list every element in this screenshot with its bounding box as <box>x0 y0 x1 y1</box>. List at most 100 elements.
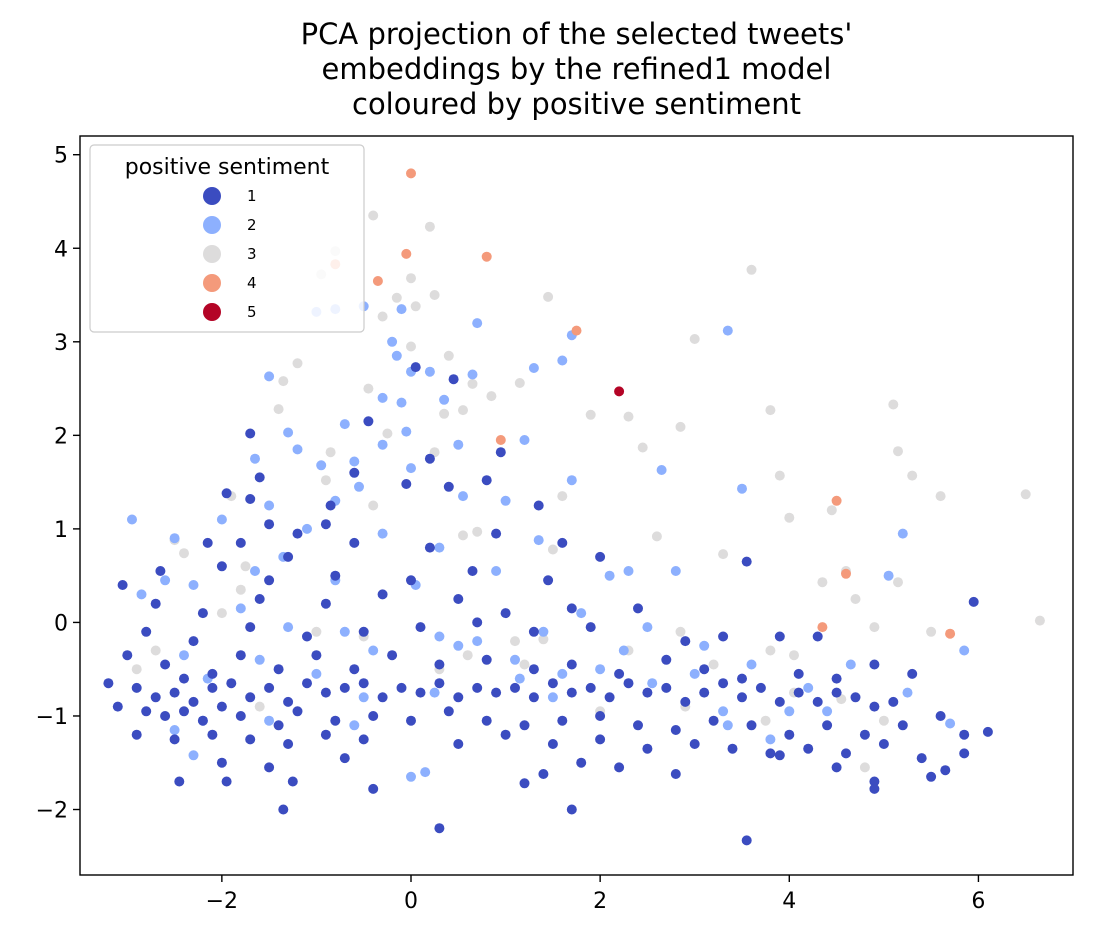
data-point-1 <box>500 608 511 619</box>
data-point-1 <box>320 729 331 740</box>
data-point-1 <box>339 682 350 693</box>
data-point-2 <box>179 650 189 661</box>
chart-title: PCA projection of the selected tweets'em… <box>301 17 853 121</box>
data-point-1 <box>727 743 738 754</box>
data-point-1 <box>614 762 625 773</box>
data-point-4 <box>841 568 851 579</box>
data-point-2 <box>528 363 539 373</box>
data-point-3 <box>760 715 771 726</box>
data-point-1 <box>283 739 294 749</box>
data-point-2 <box>396 304 407 315</box>
data-point-3 <box>888 399 899 410</box>
data-point-2 <box>722 325 733 336</box>
data-point-3 <box>907 470 918 481</box>
data-point-1 <box>481 715 492 726</box>
legend-label-1: 1 <box>247 187 257 205</box>
data-point-1 <box>216 701 227 712</box>
data-point-2 <box>642 622 653 633</box>
data-point-3 <box>472 526 483 537</box>
data-point-1 <box>302 631 312 642</box>
data-point-1 <box>566 603 577 614</box>
data-point-1 <box>358 734 369 745</box>
data-point-2 <box>647 678 658 689</box>
data-point-1 <box>443 481 454 492</box>
data-point-1 <box>358 678 369 689</box>
data-point-2 <box>491 566 502 576</box>
data-point-1 <box>410 362 421 373</box>
data-point-1 <box>174 776 185 787</box>
x-tick-label: 0 <box>404 889 418 914</box>
data-point-3 <box>458 405 468 416</box>
data-point-3 <box>765 645 776 656</box>
data-point-1 <box>112 701 123 712</box>
x-tick-label: 6 <box>971 889 985 914</box>
data-point-1 <box>368 783 379 794</box>
data-point-4 <box>831 495 842 506</box>
data-point-2 <box>396 397 407 408</box>
data-point-1 <box>831 762 842 773</box>
data-point-1 <box>245 734 256 745</box>
data-point-2 <box>746 659 757 670</box>
data-point-1 <box>287 776 298 787</box>
data-point-2 <box>250 566 260 576</box>
data-point-2 <box>902 687 913 698</box>
data-point-1 <box>614 668 625 679</box>
data-point-2 <box>377 528 388 539</box>
data-point-1 <box>264 575 275 586</box>
y-tick-label: 5 <box>54 144 68 169</box>
data-point-1 <box>907 668 918 679</box>
data-point-2 <box>216 514 227 525</box>
data-point-2 <box>514 673 525 684</box>
data-point-2 <box>467 369 478 380</box>
data-point-3 <box>216 608 227 619</box>
data-point-1 <box>131 682 142 693</box>
data-point-2 <box>718 706 729 717</box>
data-point-1 <box>897 720 908 731</box>
data-point-5 <box>614 386 625 397</box>
data-point-1 <box>349 664 360 675</box>
data-point-1 <box>415 622 426 633</box>
data-point-2 <box>604 570 615 581</box>
data-point-2 <box>264 371 275 382</box>
data-point-2 <box>264 500 275 511</box>
data-point-2 <box>316 460 327 471</box>
data-point-3 <box>443 350 454 361</box>
data-point-2 <box>472 636 483 647</box>
data-point-1 <box>221 488 232 499</box>
data-point-4 <box>406 168 416 179</box>
data-point-3 <box>774 470 785 481</box>
data-point-3 <box>893 577 903 588</box>
data-point-2 <box>618 645 629 656</box>
data-point-1 <box>179 706 189 717</box>
data-point-3 <box>519 659 530 670</box>
y-tick-label: −2 <box>36 799 68 824</box>
data-point-3 <box>718 549 729 560</box>
data-point-1 <box>302 678 312 689</box>
data-point-3 <box>467 378 478 389</box>
data-point-1 <box>377 589 388 600</box>
data-point-3 <box>1034 615 1045 626</box>
data-point-2 <box>387 336 398 347</box>
y-tick-label: 2 <box>54 424 68 449</box>
data-point-1 <box>689 739 700 749</box>
data-point-3 <box>424 221 435 232</box>
data-point-1 <box>207 668 218 679</box>
data-point-1 <box>841 748 851 759</box>
legend: positive sentiment 1 2 3 4 5 <box>89 144 365 333</box>
data-point-1 <box>812 696 823 707</box>
data-point-2 <box>576 608 587 619</box>
data-point-3 <box>486 391 497 402</box>
data-point-2 <box>533 535 544 546</box>
data-point-4 <box>571 325 582 336</box>
y-axis: −2 −1 0 1 2 3 4 5 <box>36 144 80 824</box>
data-point-2 <box>406 463 416 474</box>
data-point-3 <box>439 408 450 419</box>
data-point-1 <box>363 416 374 427</box>
data-point-1 <box>453 594 464 604</box>
data-point-2 <box>453 439 464 450</box>
data-point-2 <box>883 570 894 581</box>
y-tick-label: −1 <box>36 705 68 730</box>
data-point-1 <box>585 682 596 693</box>
data-point-1 <box>982 726 993 737</box>
y-tick-label: 1 <box>54 518 68 543</box>
